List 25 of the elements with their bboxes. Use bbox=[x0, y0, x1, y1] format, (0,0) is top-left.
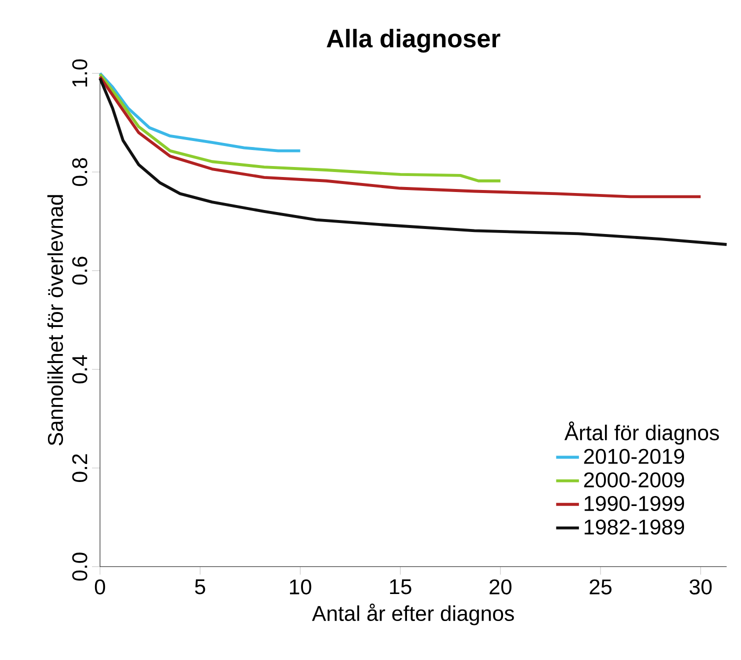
x-tick-label: 0 bbox=[94, 579, 106, 594]
x-tick-label: 5 bbox=[195, 579, 206, 594]
line-series bbox=[98, 72, 302, 152]
legend-label: 1990-1999 bbox=[584, 496, 684, 512]
legend-title: Årtal för diagnos bbox=[564, 422, 719, 445]
x-tick-label: 10 bbox=[290, 579, 312, 594]
y-tick-label: 0.0 bbox=[72, 552, 88, 581]
x-axis-title: Antal år efter diagnos bbox=[312, 604, 514, 626]
y-tick-label: 1.0 bbox=[72, 59, 88, 87]
x-tick-label: 25 bbox=[590, 579, 612, 594]
chart-title: Alla diagnoser bbox=[326, 28, 500, 53]
y-tick-label: 0.8 bbox=[72, 158, 88, 186]
x-tick-label: 20 bbox=[490, 579, 512, 594]
line-series bbox=[98, 76, 728, 246]
x-tick-label: 30 bbox=[690, 579, 712, 594]
legend-label: 1982-1989 bbox=[584, 520, 684, 535]
y-tick-label: 0.2 bbox=[72, 454, 88, 482]
line-series bbox=[98, 72, 502, 182]
legend-label: 2000-2009 bbox=[584, 472, 684, 488]
line-series bbox=[98, 75, 702, 198]
y-tick-label: 0.4 bbox=[72, 355, 88, 384]
y-axis-title: Sannolikhet för överlevnad bbox=[47, 195, 64, 446]
x-tick-label: 15 bbox=[390, 579, 412, 594]
y-tick-label: 0.6 bbox=[72, 256, 88, 285]
legend-label: 2010-2019 bbox=[584, 448, 684, 464]
